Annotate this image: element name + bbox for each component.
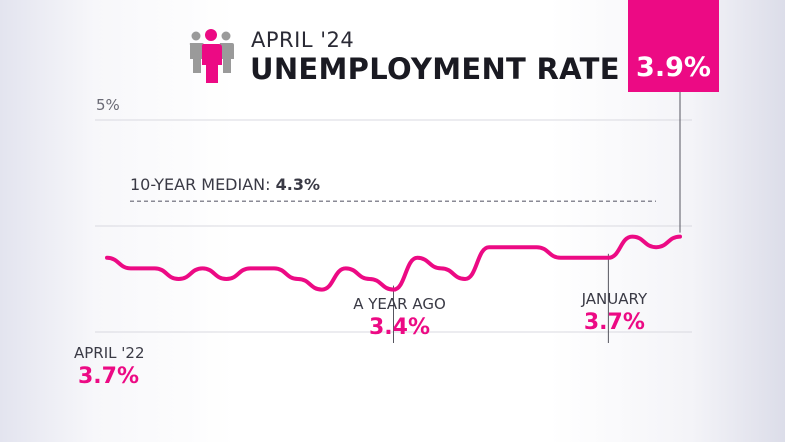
current-value-badge: [628, 0, 719, 92]
annotation-value: 3.7%: [584, 310, 645, 335]
chart-title: UNEMPLOYMENT RATE: [250, 52, 620, 86]
annotation-label: JANUARY: [581, 290, 648, 308]
current-value: 3.9%: [636, 52, 711, 83]
median-value: 4.3%: [276, 175, 320, 194]
annotation-label: APRIL '22: [74, 344, 145, 362]
median-label: 10-YEAR MEDIAN: 4.3%: [130, 175, 320, 194]
annotation-value: 3.7%: [78, 364, 139, 389]
people-icon: [189, 29, 234, 83]
y-tick-label: 5%: [96, 96, 120, 114]
annotation-label: A YEAR AGO: [353, 295, 446, 313]
annotation-value: 3.4%: [369, 315, 430, 340]
series-line: [105, 234, 682, 292]
chart-subtitle: APRIL '24: [251, 28, 355, 52]
